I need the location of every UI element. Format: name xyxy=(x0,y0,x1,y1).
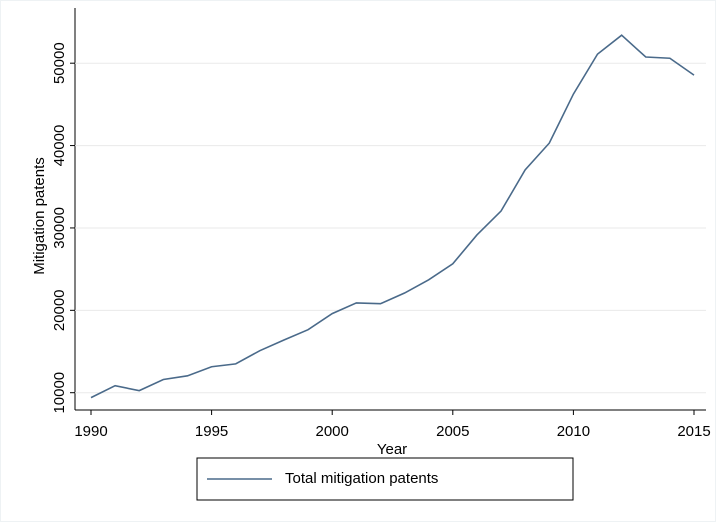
x-tick-label: 2000 xyxy=(316,423,349,440)
x-axis-label: Year xyxy=(377,441,407,458)
x-tick-label: 2015 xyxy=(677,423,710,440)
y-tick-label: 30000 xyxy=(51,207,68,249)
x-tick-label: 1990 xyxy=(74,423,107,440)
y-axis-label: Mitigation patents xyxy=(31,157,48,275)
x-tick-label: 1995 xyxy=(195,423,228,440)
x-tick-label: 2010 xyxy=(557,423,590,440)
data-line xyxy=(90,34,695,399)
y-tick-label: 40000 xyxy=(51,125,68,167)
y-tick-label: 10000 xyxy=(51,372,68,414)
y-tick-label: 20000 xyxy=(51,289,68,331)
x-tick-label: 2005 xyxy=(436,423,469,440)
y-tick-label: 50000 xyxy=(51,42,68,84)
legend-label: Total mitigation patents xyxy=(285,470,438,487)
